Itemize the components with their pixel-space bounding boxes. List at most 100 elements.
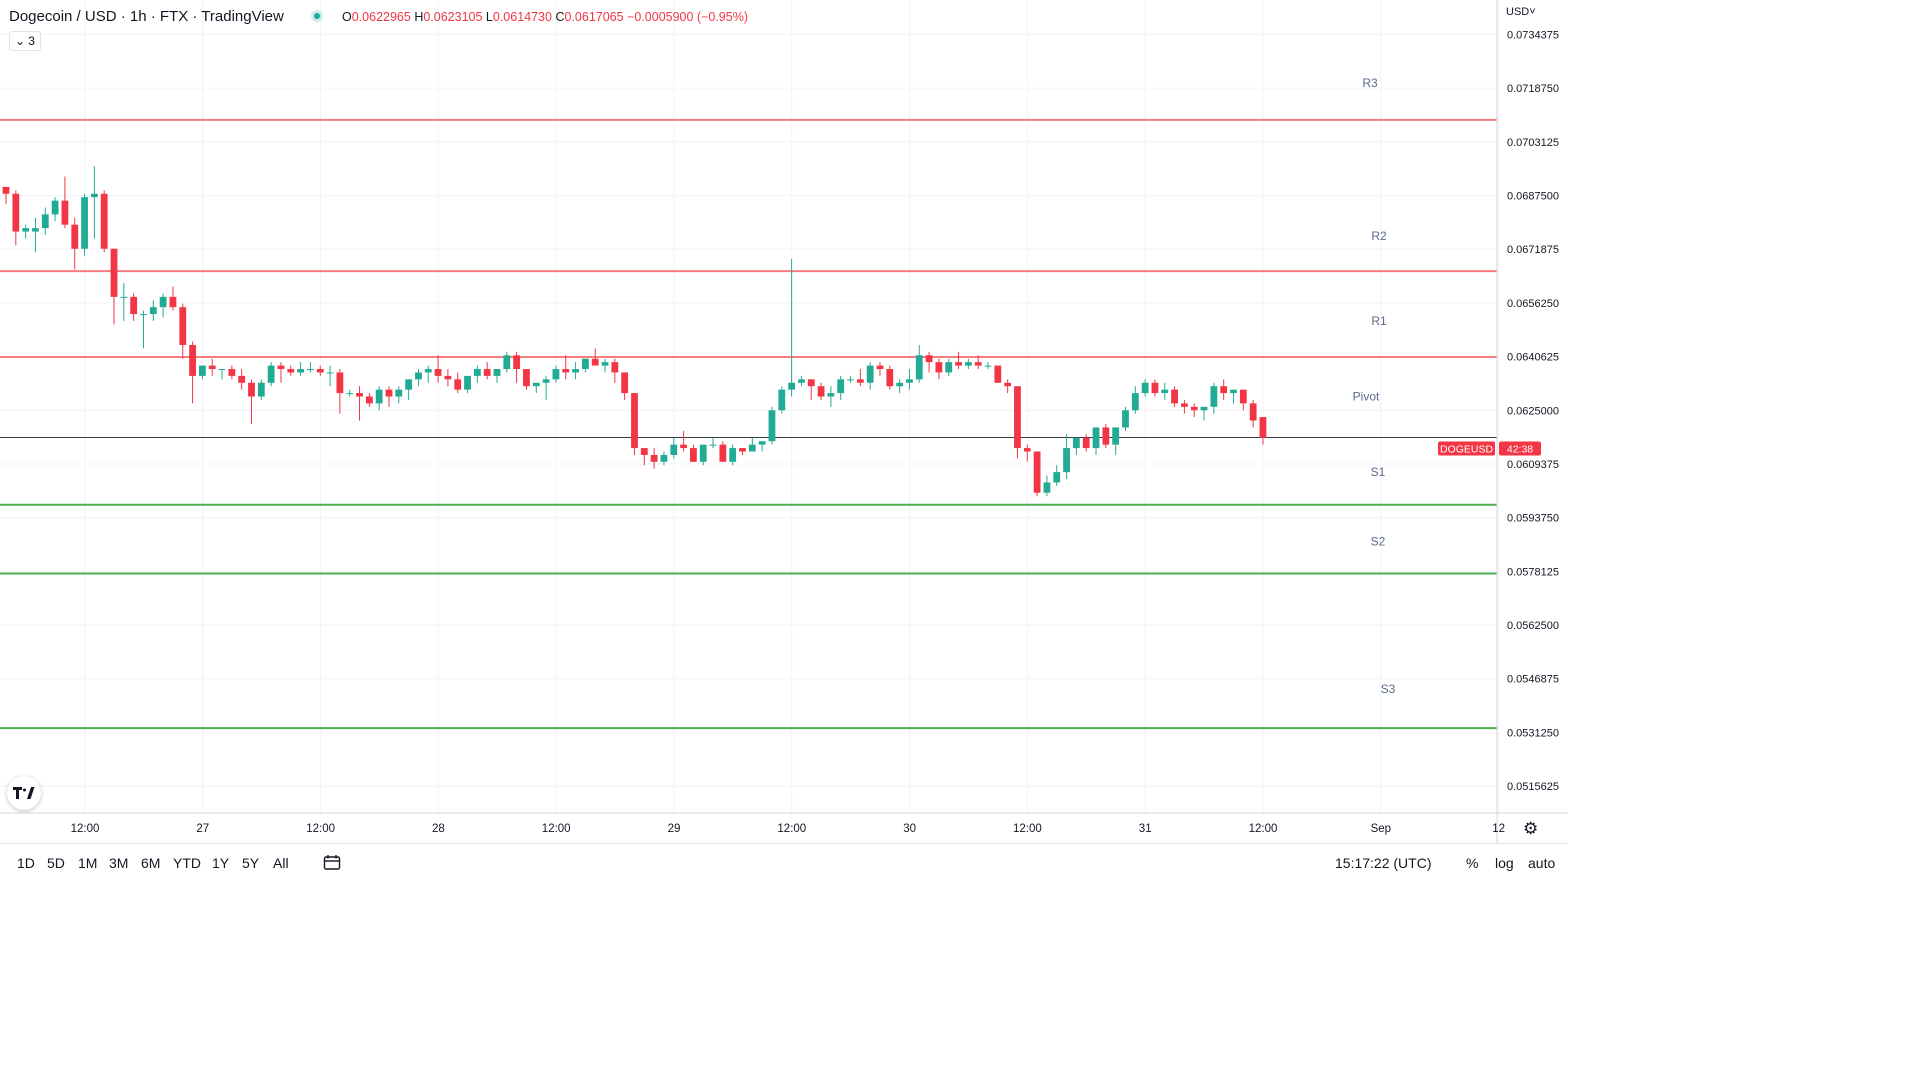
range-button-ytd[interactable]: YTD: [173, 855, 201, 871]
candle-body: [51, 200, 59, 215]
candle-body: [424, 369, 432, 373]
percent-toggle[interactable]: %: [1466, 855, 1479, 871]
candle-body: [336, 372, 344, 394]
candle-body: [473, 369, 481, 376]
candle-body: [159, 296, 167, 308]
range-button-6m[interactable]: 6M: [141, 855, 161, 871]
candle-body: [1239, 389, 1247, 404]
range-button-3m[interactable]: 3M: [109, 855, 129, 871]
chevron-down-icon: ⌄: [15, 34, 26, 48]
candle-body: [660, 454, 668, 462]
indicator-collapse-button[interactable]: ⌄ 3: [9, 31, 41, 51]
candle-body: [513, 355, 521, 370]
time-tick-label: 29: [668, 823, 681, 835]
range-button-1y[interactable]: 1Y: [212, 855, 230, 871]
candle-body: [817, 386, 825, 397]
candle-body: [1181, 403, 1188, 407]
candle-body: [915, 355, 923, 380]
candle-body: [1259, 417, 1267, 438]
level-label-s1: S1: [1371, 465, 1386, 479]
price-tick-label: 0.0625000: [1507, 405, 1559, 417]
price-tick-label: 0.0687500: [1507, 190, 1559, 202]
range-button-5d[interactable]: 5D: [47, 855, 65, 871]
candle-body: [964, 362, 972, 366]
open-label: O: [342, 10, 352, 24]
candle-body: [356, 393, 363, 397]
price-axis[interactable]: 0.0734375 0.0718750 0.0703125 0.0687500 0.06…: [1438, 0, 1559, 843]
candle-body: [1190, 406, 1198, 411]
candle-body: [719, 444, 727, 462]
high-label: H: [414, 10, 424, 24]
candle-body: [71, 224, 79, 249]
price-tick-label: 0.0609375: [1507, 459, 1559, 471]
range-button-all[interactable]: All: [273, 855, 289, 871]
time-axis[interactable]: 12:00 27 12:00 28 12:00 29 12:00 30 12:00 31 12:00…: [0, 812, 1568, 835]
candle-body: [1004, 382, 1012, 387]
candle-body: [1014, 386, 1021, 449]
price-tick-label: 0.0640625: [1507, 352, 1559, 364]
market-status-icon: [311, 10, 323, 22]
candle-body: [120, 296, 128, 298]
gear-icon[interactable]: ⚙: [1523, 819, 1539, 838]
candle-body: [1141, 382, 1149, 394]
price-tick-label: 0.0578125: [1507, 566, 1559, 578]
candle-body: [32, 228, 39, 232]
candle-body: [483, 369, 491, 376]
candle-body: [248, 382, 255, 397]
currency-selector[interactable]: USD˅: [1506, 6, 1536, 18]
range-button-5y[interactable]: 5Y: [242, 855, 260, 871]
price-tick-label: 0.0593750: [1507, 513, 1559, 525]
candle-body: [1131, 393, 1139, 411]
candle-body: [346, 393, 354, 395]
clock[interactable]: 15:17:22 (UTC): [1335, 855, 1432, 871]
candle-body: [1112, 427, 1120, 445]
candle-body: [493, 369, 501, 376]
candle-body: [81, 197, 88, 249]
candle-body: [287, 369, 295, 373]
candle-body: [1200, 406, 1208, 411]
candle-body: [1072, 437, 1080, 449]
candle-body: [1082, 437, 1090, 449]
candle-body: [297, 369, 304, 373]
price-tick-label: 0.0671875: [1507, 244, 1559, 256]
close-value: 0.0617065: [564, 10, 624, 24]
price-tick-label: 0.0656250: [1507, 298, 1559, 310]
close-label: C: [555, 10, 565, 24]
candle-body: [1230, 389, 1237, 394]
candle-body: [925, 355, 933, 363]
candle-body: [945, 362, 953, 373]
symbol-title[interactable]: Dogecoin / USD · 1h · FTX · TradingView: [9, 8, 284, 25]
log-toggle[interactable]: log: [1495, 855, 1514, 871]
time-tick-label: 28: [432, 823, 445, 835]
candle-body: [1151, 382, 1159, 394]
candle-body: [277, 365, 285, 370]
low-label: L: [485, 10, 493, 24]
candle-body: [218, 369, 226, 371]
time-tick-label: 12:00: [1013, 823, 1042, 835]
candle-body: [866, 365, 874, 383]
candle-body: [591, 358, 599, 366]
candle-body: [680, 444, 687, 449]
tradingview-logo-icon[interactable]: [7, 776, 41, 810]
price-tick-label: 0.0734375: [1507, 29, 1559, 41]
pivot-label: Pivot: [1353, 390, 1380, 404]
candle-body: [1171, 389, 1178, 404]
candle-body: [434, 369, 442, 376]
time-tick-label: 12:00: [777, 823, 806, 835]
symbol-tag-label: DOGEUSD: [1440, 444, 1494, 456]
candle-body: [837, 379, 845, 394]
candle-body: [365, 396, 373, 404]
candle-body: [375, 389, 383, 404]
candle-body: [307, 369, 314, 371]
candle-body: [1122, 410, 1129, 428]
candle-body: [385, 389, 393, 397]
candle-body: [906, 379, 913, 383]
time-tick-label: 12:00: [542, 823, 571, 835]
range-button-1d[interactable]: 1D: [17, 855, 35, 871]
auto-toggle[interactable]: auto: [1528, 855, 1556, 871]
range-button-1m[interactable]: 1M: [78, 855, 98, 871]
candle-body: [41, 214, 49, 229]
candle-body: [90, 193, 98, 198]
calendar-icon[interactable]: [323, 854, 341, 870]
